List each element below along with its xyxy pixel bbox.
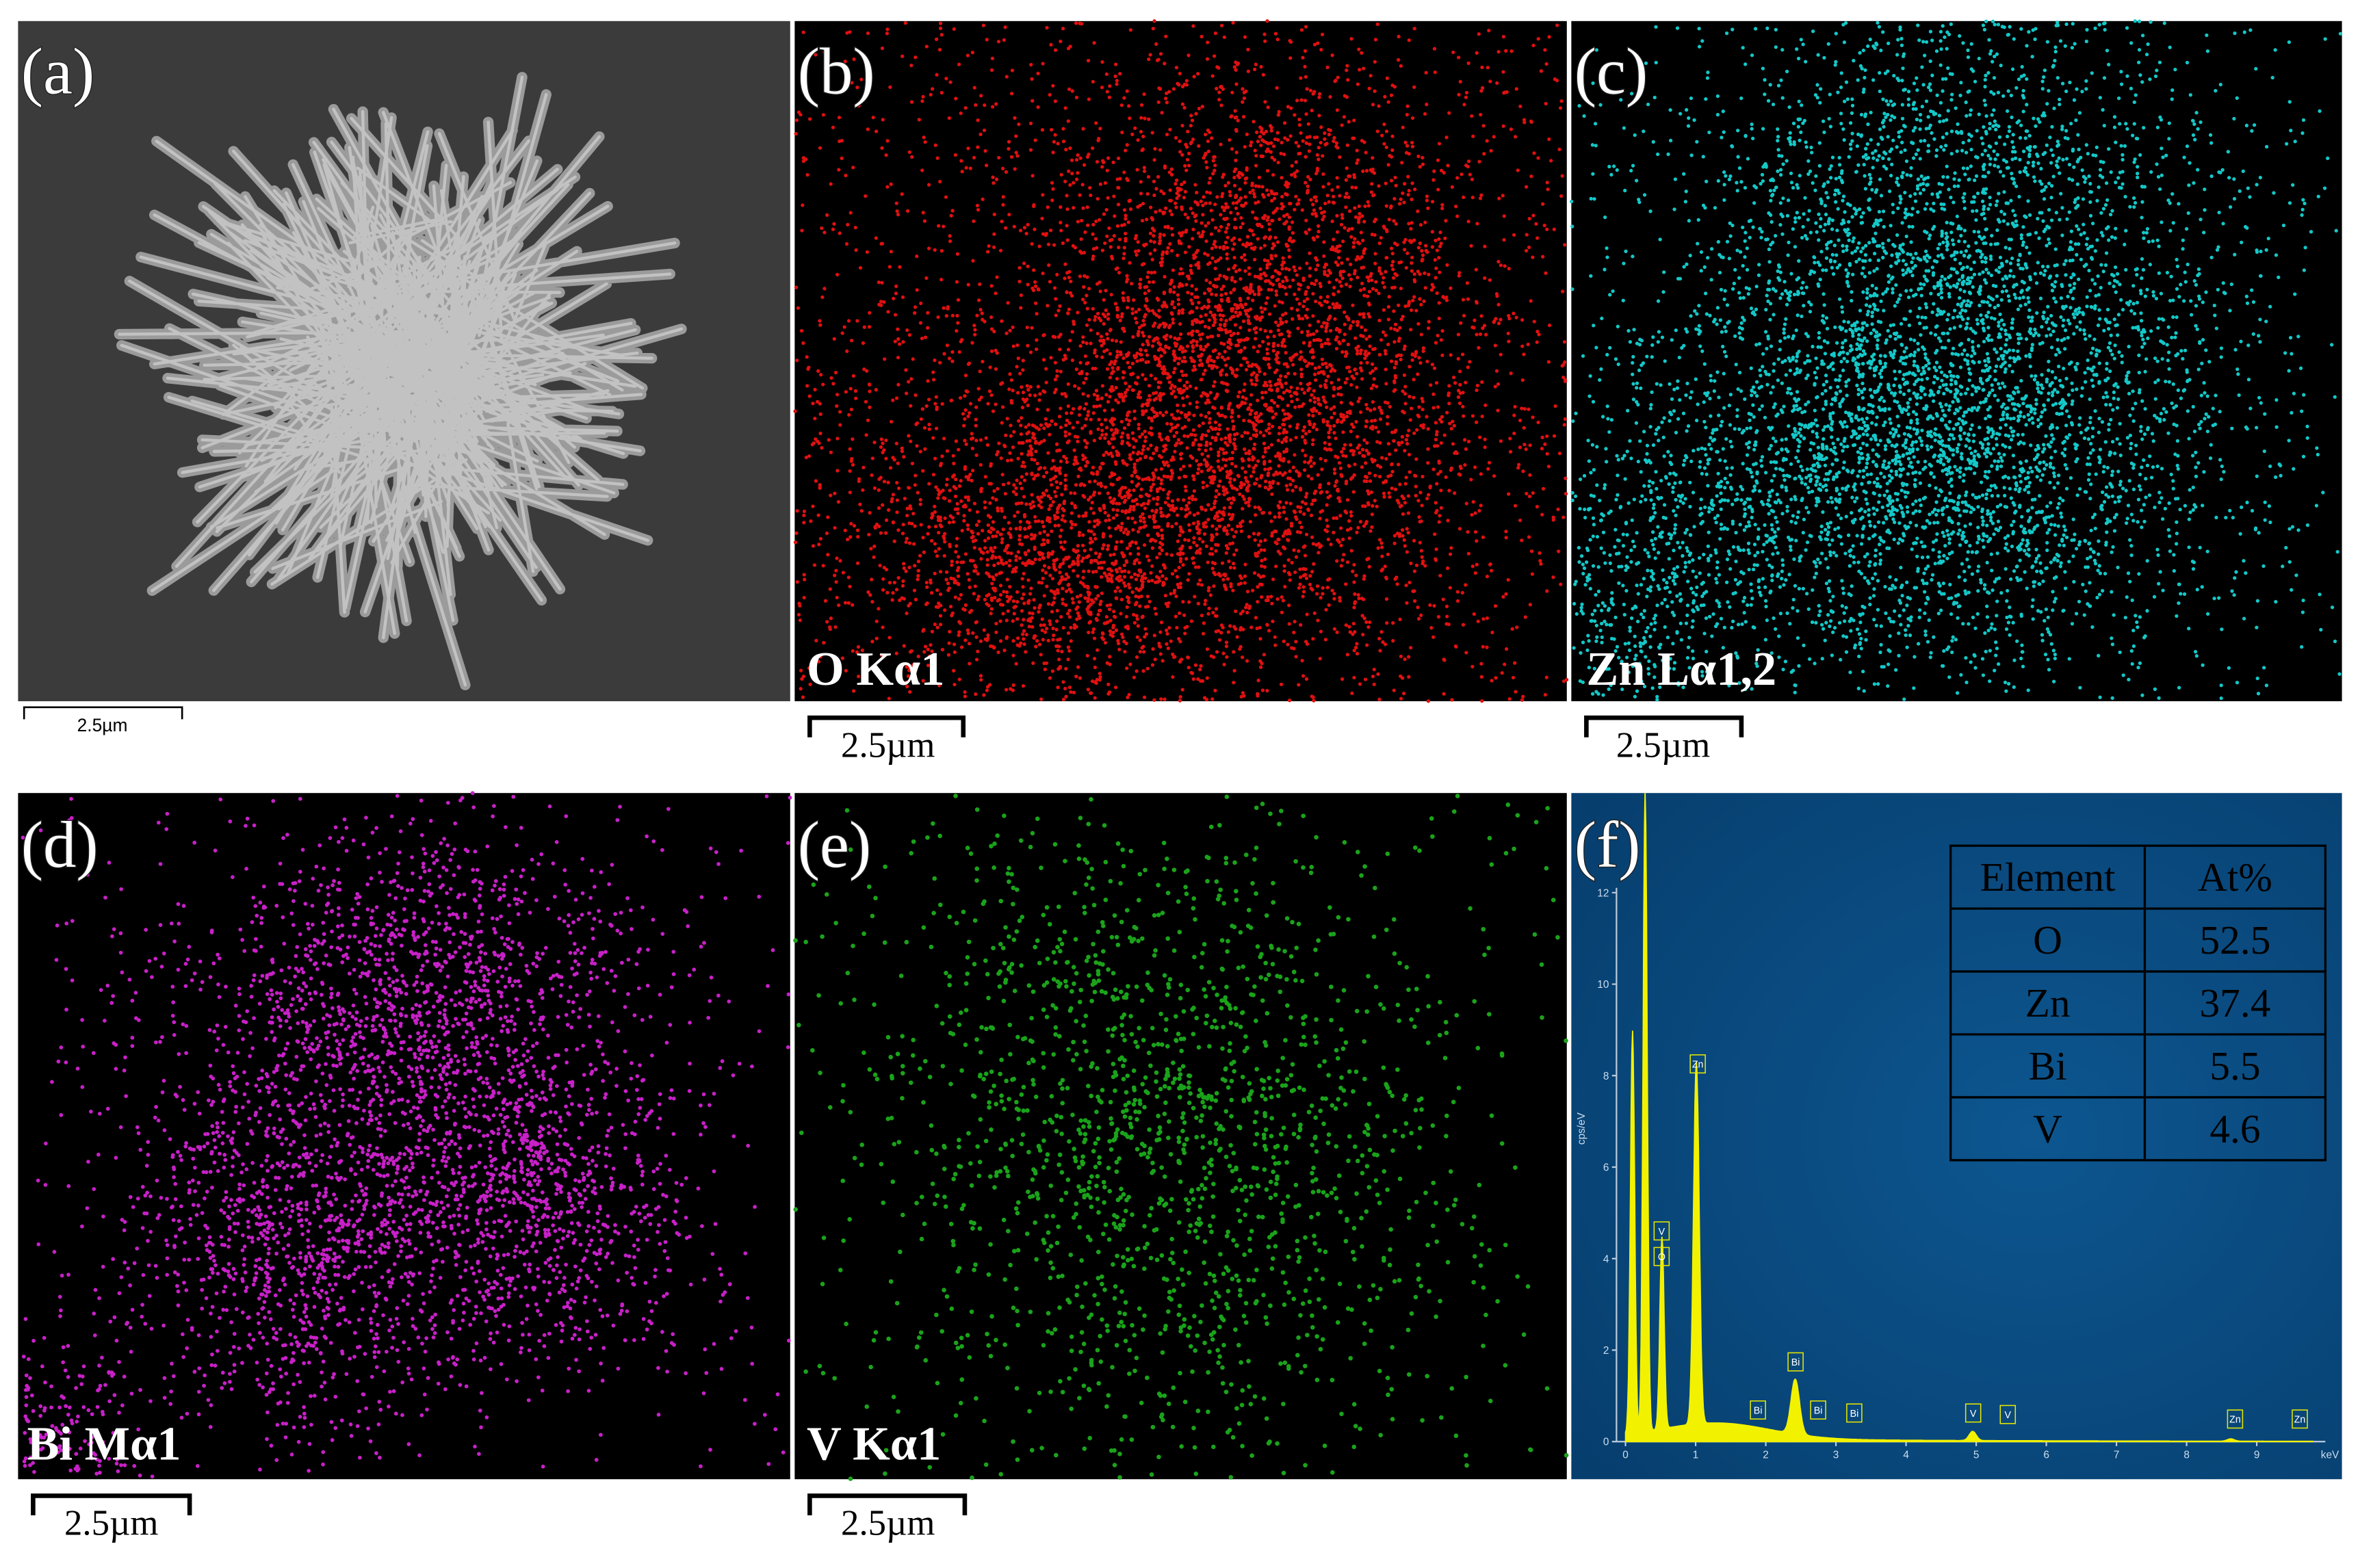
table-cell: 52.5: [2199, 917, 2270, 963]
scale-bar: [31, 1493, 192, 1516]
x-tick-label: 7: [2114, 1449, 2120, 1461]
panel-label: (e): [798, 808, 871, 881]
zn-map: [1571, 21, 2342, 702]
table-cell: 5.5: [2209, 1043, 2260, 1088]
x-axis-label: keV: [2321, 1449, 2339, 1461]
v-map: [794, 793, 1567, 1480]
x-tick-label: 1: [1693, 1449, 1699, 1461]
peak-label-box: [1999, 1404, 2017, 1424]
table-cell: 4.6: [2209, 1106, 2260, 1151]
y-axis-label: cps/eV: [1576, 1112, 1587, 1145]
peak-label: Zn: [2294, 1415, 2306, 1426]
peak-label-box: [1810, 1400, 1826, 1420]
o-map: [794, 21, 1567, 702]
scale-label: 2.5µm: [64, 1504, 158, 1543]
y-tick-label: 0: [1603, 1437, 1609, 1448]
peak-label: V: [1970, 1409, 1977, 1420]
x-tick-label: 4: [1903, 1449, 1909, 1461]
bi-map: [18, 793, 790, 1480]
peak-label: Bi: [1850, 1409, 1859, 1420]
table-cell: Bi: [2029, 1043, 2067, 1088]
peak-label: Zn: [2229, 1415, 2241, 1426]
peak-label: Zn: [1692, 1060, 1704, 1071]
table-cell: Zn: [2025, 980, 2071, 1025]
v-dots: [793, 794, 1569, 1481]
x-tick-label: 2: [1763, 1449, 1769, 1461]
scale-label: 2.5µm: [1616, 725, 1710, 765]
peak-label-box: [1846, 1403, 1863, 1423]
y-tick-label: 6: [1603, 1162, 1609, 1174]
y-tick-label: 10: [1597, 979, 1609, 991]
peak-label-box: [2227, 1409, 2244, 1429]
element-label: Bi Mα1: [27, 1417, 181, 1471]
panel-label: (b): [798, 34, 875, 107]
scale-bar: [807, 715, 966, 737]
peak-label: Bi: [1754, 1406, 1763, 1417]
panel-label: (a): [21, 34, 94, 107]
table-border: [1949, 844, 2327, 1162]
scale-label: 2.5µm: [77, 715, 128, 735]
element-label: Zn Lα1,2: [1586, 642, 1776, 696]
panel-label: (c): [1574, 34, 1648, 107]
peak-label-box: [1653, 1246, 1670, 1266]
peak-label-box: [1653, 1221, 1670, 1241]
scale-label: 2.5µm: [841, 1504, 935, 1543]
spectrum: [1624, 793, 2314, 1443]
y-tick-label: 4: [1603, 1253, 1609, 1265]
panel-label: (d): [21, 808, 99, 881]
peak-label: Bi: [1814, 1406, 1823, 1417]
peak-label-box: [1787, 1352, 1804, 1372]
element-label: V Kα1: [807, 1417, 941, 1471]
table-cell: 37.4: [2199, 980, 2270, 1025]
scale-bar: [1584, 715, 1744, 737]
peak-label: Bi: [1791, 1357, 1800, 1368]
scale-bar: [23, 706, 183, 720]
y-tick-label: 2: [1603, 1345, 1609, 1357]
table-cell: Element: [1980, 854, 2116, 900]
y-tick-label: 8: [1603, 1071, 1609, 1082]
table-cell: V: [2033, 1106, 2062, 1151]
element-label: O Kα1: [807, 642, 945, 696]
x-tick-label: 8: [2183, 1449, 2190, 1461]
peak-label: V: [1659, 1227, 1665, 1238]
x-tick-label: 3: [1833, 1449, 1839, 1461]
peak-label: O: [1658, 1252, 1665, 1263]
bi-dots: [21, 791, 792, 1479]
panel-label: (f): [1574, 808, 1641, 881]
scale-label: 2.5µm: [841, 725, 935, 765]
scale-bar: [807, 1493, 968, 1516]
o-dots: [793, 19, 1569, 703]
peak-label-box: [1750, 1400, 1766, 1420]
peak-label: V: [2005, 1410, 2012, 1421]
y-tick-label: 12: [1597, 887, 1609, 899]
zn-dots: [1569, 19, 2343, 702]
peak-label-box: [1689, 1054, 1706, 1074]
x-tick-label: 6: [2043, 1449, 2049, 1461]
x-tick-label: 0: [1622, 1449, 1629, 1461]
x-tick-label: 9: [2254, 1449, 2260, 1461]
peak-label-box: [1964, 1403, 1982, 1423]
table-cell: O: [2033, 917, 2062, 963]
table-cell: At%: [2198, 854, 2272, 900]
x-tick-label: 5: [1973, 1449, 1980, 1461]
sem-highlights: [118, 75, 684, 687]
peak-label-box: [2292, 1409, 2308, 1429]
